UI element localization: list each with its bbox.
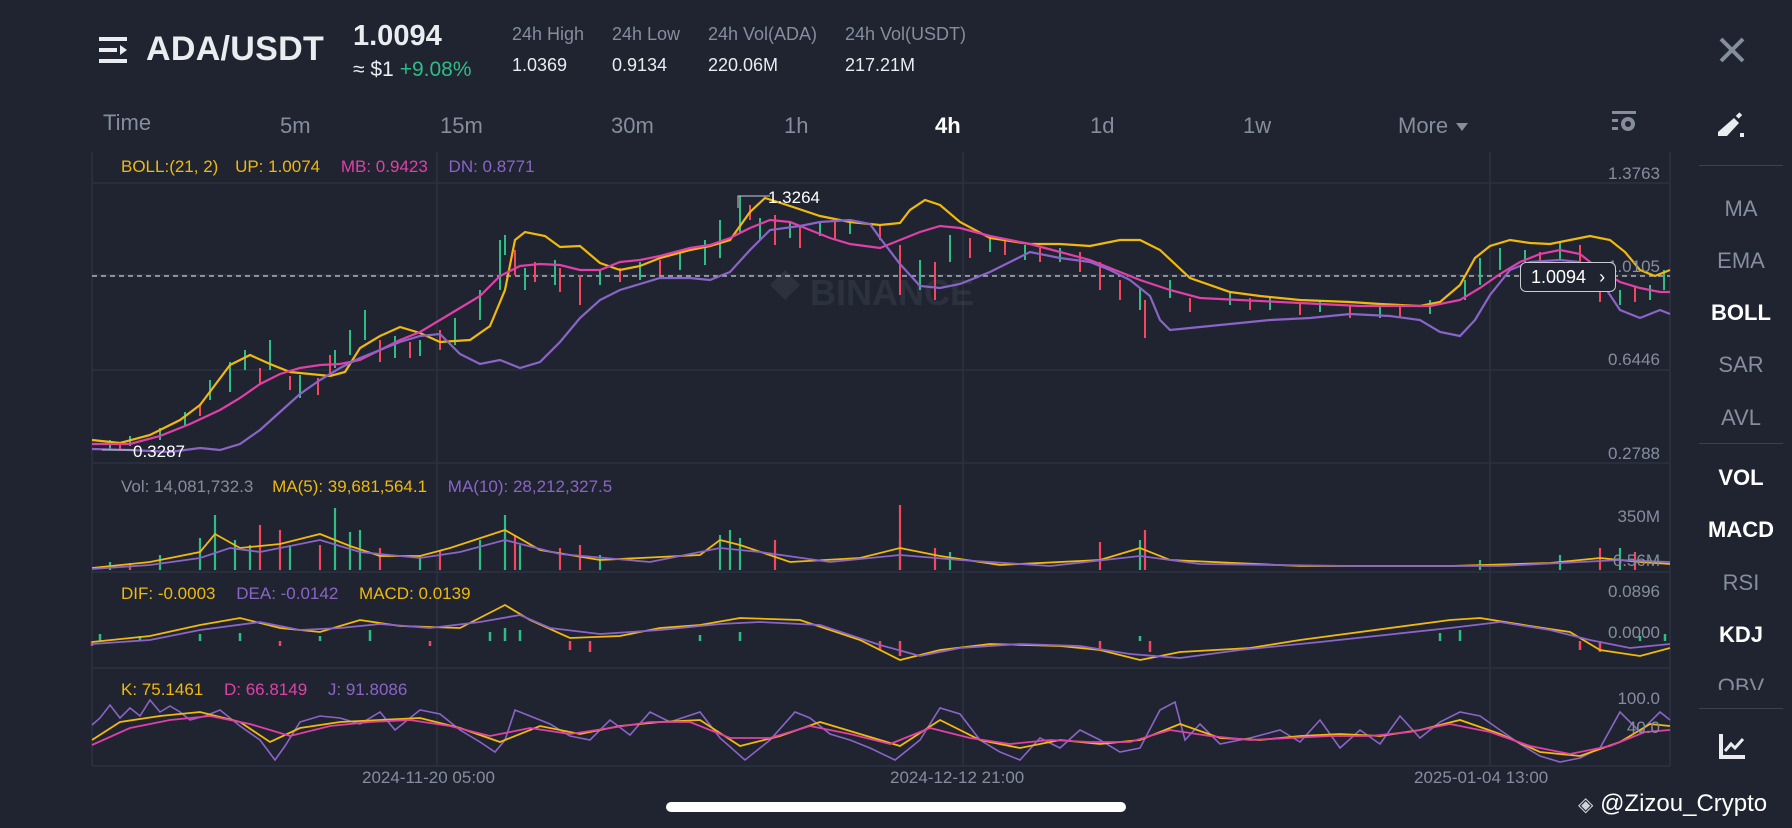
close-icon[interactable] bbox=[1716, 34, 1748, 66]
kdj-axis-label: 100.0 bbox=[1617, 689, 1660, 708]
stat-value: 217.21M bbox=[845, 55, 916, 75]
indicator-kdj[interactable]: KDJ bbox=[1718, 622, 1763, 647]
approx-usd: ≈ $1 +9.08% bbox=[353, 58, 472, 82]
stat-24h-high: 24h High 1.0369 bbox=[512, 24, 584, 76]
svg-text:BINANCE: BINANCE bbox=[810, 272, 974, 313]
kdj-d: D: 66.8149 bbox=[223, 680, 308, 699]
vol-value: Vol: 14,081,732.3 bbox=[121, 477, 254, 496]
draw-tool-icon[interactable] bbox=[1716, 112, 1746, 145]
indicator-macd[interactable]: MACD bbox=[1708, 517, 1774, 542]
macd-legend: DIF: -0.0003 DEA: -0.0142 MACD: 0.0139 bbox=[121, 584, 471, 604]
divider bbox=[1699, 708, 1783, 709]
credit: ◈ @Zizou_Crypto bbox=[1578, 790, 1767, 818]
tab-4h[interactable]: 4h bbox=[935, 113, 961, 138]
vol-legend: Vol: 14,081,732.3 MA(5): 39,681,564.1 MA… bbox=[121, 477, 612, 497]
date-axis-label: 2024-12-12 21:00 bbox=[890, 768, 1025, 787]
boll-mb: MB: 0.9423 bbox=[340, 157, 428, 176]
caret-down-icon bbox=[1456, 123, 1469, 132]
binance-logo-icon: ◈ bbox=[1578, 794, 1594, 816]
change-percent: +9.08% bbox=[399, 58, 472, 81]
chart-type-icon[interactable] bbox=[1718, 732, 1746, 765]
indicator-ma[interactable]: MA bbox=[1724, 196, 1758, 221]
tab-time[interactable]: Time bbox=[103, 110, 152, 135]
low-price-label: 0.3287 bbox=[133, 442, 185, 461]
macd-axis-label: 0.0896 bbox=[1608, 582, 1660, 601]
indicator-obv[interactable]: OBV bbox=[1717, 674, 1765, 690]
menu-icon[interactable] bbox=[98, 34, 130, 66]
divider bbox=[1699, 443, 1783, 444]
macd-dif: DIF: -0.0003 bbox=[121, 584, 216, 603]
stat-24h-low: 24h Low 0.9134 bbox=[612, 24, 680, 76]
indicator-rsi[interactable]: RSI bbox=[1722, 570, 1760, 595]
price-axis-label: 0.2788 bbox=[1608, 444, 1660, 463]
home-indicator bbox=[666, 802, 1126, 812]
credit-handle: @Zizou_Crypto bbox=[1600, 790, 1768, 817]
price-axis-label: 1.3763 bbox=[1608, 164, 1660, 183]
stat-value: 1.0369 bbox=[512, 55, 568, 75]
tab-5m[interactable]: 5m bbox=[280, 113, 311, 138]
price-axis-label: 0.6446 bbox=[1608, 350, 1660, 369]
current-price-value: 1.0094 bbox=[1531, 267, 1587, 287]
stat-label: 24h Vol(ADA) bbox=[708, 24, 818, 44]
tab-30m[interactable]: 30m bbox=[611, 113, 654, 138]
boll-up: UP: 1.0074 bbox=[235, 157, 321, 176]
stat-24h-vol-usdt: 24h Vol(USDT) 217.21M bbox=[845, 24, 966, 76]
indicator-ema[interactable]: EMA bbox=[1717, 248, 1765, 273]
boll-params: BOLL:(21, 2) bbox=[121, 157, 219, 176]
stat-label: 24h Low bbox=[612, 24, 681, 44]
kdj-k: K: 75.1461 bbox=[121, 680, 204, 699]
stat-label: 24h High bbox=[512, 24, 585, 44]
chevron-right-icon: › bbox=[1599, 267, 1606, 287]
vol-ma10: MA(10): 28,212,327.5 bbox=[447, 477, 613, 496]
volume-axis-label: 6.56M bbox=[1612, 551, 1660, 570]
tab-more-label: More bbox=[1398, 113, 1449, 138]
last-price: 1.0094 bbox=[353, 20, 442, 52]
tab-1d[interactable]: 1d bbox=[1090, 113, 1115, 138]
date-axis-label: 2025-01-04 13:00 bbox=[1414, 768, 1549, 787]
vol-ma5: MA(5): 39,681,564.1 bbox=[272, 477, 428, 496]
pair-title[interactable]: ADA/USDT bbox=[146, 30, 325, 68]
kdj-axis-label: 40.0 bbox=[1626, 718, 1660, 737]
current-price-tag[interactable]: 1.0094 › bbox=[1520, 262, 1617, 292]
stat-label: 24h Vol(USDT) bbox=[845, 24, 967, 44]
kdj-j: J: 91.8086 bbox=[327, 680, 408, 699]
tab-15m[interactable]: 15m bbox=[440, 113, 483, 138]
stat-value: 0.9134 bbox=[612, 55, 668, 75]
stat-24h-vol-ada: 24h Vol(ADA) 220.06M bbox=[708, 24, 817, 76]
indicator-boll[interactable]: BOLL bbox=[1711, 300, 1771, 325]
chart-settings-icon[interactable] bbox=[1612, 110, 1638, 141]
divider bbox=[1699, 165, 1783, 166]
date-axis-label: 2024-11-20 05:00 bbox=[362, 768, 495, 787]
stat-value: 220.06M bbox=[708, 55, 779, 75]
macd-dea: DEA: -0.0142 bbox=[236, 584, 339, 603]
indicator-sar[interactable]: SAR bbox=[1718, 352, 1764, 377]
tab-1h[interactable]: 1h bbox=[784, 113, 809, 138]
kdj-legend: K: 75.1461 D: 66.8149 J: 91.8086 bbox=[121, 680, 407, 700]
tab-1w[interactable]: 1w bbox=[1243, 113, 1272, 138]
price-axis-label: 1.0105 bbox=[1608, 257, 1660, 276]
macd-value: MACD: 0.0139 bbox=[359, 584, 471, 603]
high-price-label: 1.3264 bbox=[768, 188, 820, 207]
indicator-vol[interactable]: VOL bbox=[1718, 465, 1764, 490]
approx-usd-value: ≈ $1 bbox=[353, 58, 394, 81]
volume-axis-label: 350M bbox=[1617, 507, 1660, 526]
boll-legend: BOLL:(21, 2) UP: 1.0074 MB: 0.9423 DN: 0… bbox=[121, 157, 535, 177]
tab-more[interactable]: More bbox=[1398, 113, 1469, 139]
indicator-avl[interactable]: AVL bbox=[1721, 405, 1761, 430]
macd-axis-label: 0.0000 bbox=[1608, 623, 1660, 642]
boll-dn: DN: 0.8771 bbox=[448, 157, 535, 176]
binance-watermark: BINANCE bbox=[770, 270, 974, 313]
